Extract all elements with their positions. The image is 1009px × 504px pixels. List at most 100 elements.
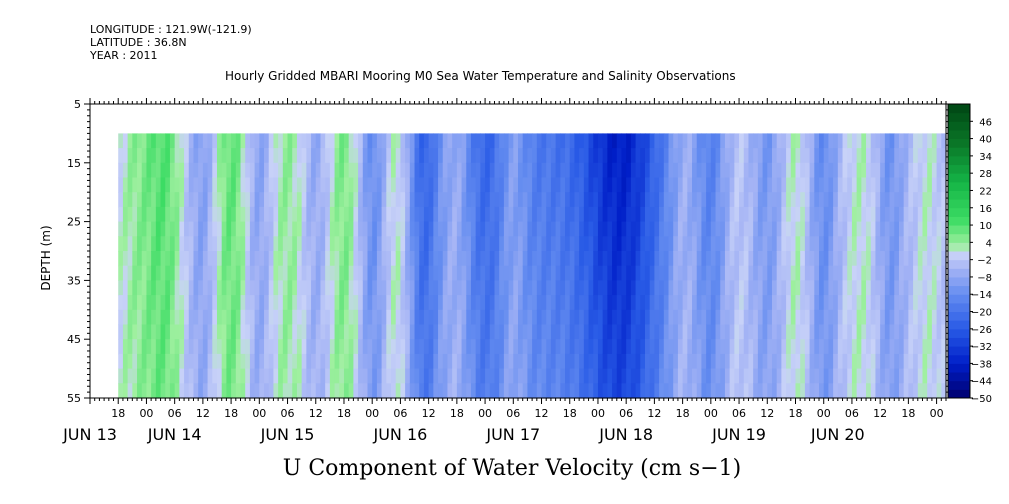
heatmap-cell — [264, 309, 270, 326]
colorbar-swatch — [948, 363, 970, 373]
heatmap-cell — [527, 206, 533, 223]
heatmap-cell — [823, 221, 830, 237]
heatmap-cell — [343, 295, 350, 311]
heatmap-cell — [757, 295, 764, 311]
heatmap-cell — [381, 280, 387, 296]
heatmap-cell — [325, 339, 331, 355]
heatmap-cell — [395, 251, 402, 267]
heatmap-cell — [372, 251, 378, 267]
heatmap-cell — [729, 236, 735, 252]
heatmap-cell — [447, 221, 453, 237]
heatmap-cell — [583, 324, 590, 340]
heatmap-cell — [682, 295, 688, 311]
heatmap-cell — [771, 221, 778, 237]
heatmap-cell — [612, 133, 618, 149]
heatmap-cell — [917, 133, 924, 149]
heatmap-cell — [395, 162, 402, 179]
heatmap-cell — [273, 133, 279, 149]
heatmap-cell — [447, 148, 453, 164]
heatmap-cell — [762, 133, 768, 149]
heatmap-cell — [908, 133, 914, 149]
heatmap-cell — [809, 324, 815, 340]
heatmap-cell — [518, 383, 524, 399]
heatmap-cell — [315, 192, 322, 208]
heatmap-cell — [466, 221, 472, 237]
heatmap-cell — [508, 368, 514, 384]
heatmap-cell — [579, 309, 585, 326]
heatmap-cell — [362, 236, 369, 252]
heatmap-cell — [184, 236, 190, 252]
heatmap-cell — [122, 295, 129, 311]
heatmap-cell — [320, 295, 326, 311]
heatmap-cell — [776, 133, 782, 149]
heatmap-cell — [207, 192, 213, 208]
heatmap-cell — [184, 148, 190, 164]
heatmap-cell — [245, 206, 251, 223]
heatmap-cell — [762, 339, 768, 355]
heatmap-cell — [630, 221, 637, 237]
heatmap-cell — [405, 368, 411, 384]
heatmap-cell — [927, 368, 933, 384]
heatmap-cell — [673, 221, 679, 237]
heatmap-cell — [687, 265, 693, 281]
heatmap-cell — [202, 236, 209, 252]
heatmap-cell — [202, 280, 209, 296]
heatmap-cell — [146, 221, 152, 237]
heatmap-cell — [856, 162, 862, 179]
heatmap-cell — [870, 265, 877, 281]
heatmap-cell — [550, 236, 557, 252]
heatmap-cell — [268, 177, 275, 193]
heatmap-cell — [861, 251, 867, 267]
x-hour-label: 00 — [817, 407, 831, 420]
heatmap-cell — [626, 206, 632, 223]
heatmap-cell — [376, 177, 383, 193]
heatmap-cell — [518, 221, 524, 237]
heatmap-cell — [701, 353, 707, 370]
heatmap-cell — [400, 265, 406, 281]
heatmap-cell — [179, 221, 185, 237]
heatmap-cell — [579, 383, 585, 399]
heatmap-cell — [753, 177, 759, 193]
heatmap-cell — [395, 295, 402, 311]
heatmap-cell — [207, 206, 213, 223]
heatmap-cell — [903, 251, 909, 267]
heatmap-cell — [819, 295, 825, 311]
heatmap-cell — [692, 368, 698, 384]
heatmap-cell — [851, 280, 858, 296]
heatmap-cell — [137, 324, 143, 340]
heatmap-cell — [155, 177, 162, 193]
heatmap-cell — [673, 177, 679, 193]
heatmap-cell — [438, 236, 444, 252]
heatmap-cell — [875, 133, 881, 149]
heatmap-cell — [583, 192, 590, 208]
heatmap-cell — [278, 192, 284, 208]
heatmap-cell — [809, 383, 815, 399]
heatmap-cell — [480, 148, 486, 164]
heatmap-cell — [734, 339, 740, 355]
heatmap-cell — [823, 148, 830, 164]
heatmap-cell — [786, 324, 792, 340]
heatmap-cell — [400, 353, 406, 370]
heatmap-cell — [151, 148, 157, 164]
heatmap-cell — [151, 133, 157, 149]
heatmap-cell — [880, 280, 886, 296]
heatmap-cell — [626, 236, 632, 252]
heatmap-cell — [118, 368, 124, 384]
heatmap-cell — [226, 162, 232, 179]
heatmap-cell — [927, 339, 933, 355]
heatmap-cell — [461, 177, 467, 193]
heatmap-cell — [160, 206, 166, 223]
heatmap-cell — [395, 192, 402, 208]
heatmap-cell — [311, 206, 317, 223]
heatmap-cell — [264, 162, 270, 179]
heatmap-cell — [621, 280, 627, 296]
heatmap-cell — [884, 324, 891, 340]
heatmap-cell — [325, 148, 331, 164]
heatmap-cell — [663, 148, 670, 164]
heatmap-cell — [847, 280, 853, 296]
heatmap-cell — [414, 265, 420, 281]
heatmap-cell — [470, 353, 477, 370]
heatmap-cell — [682, 309, 688, 326]
heatmap-cell — [710, 368, 717, 384]
heatmap-cell — [132, 236, 138, 252]
